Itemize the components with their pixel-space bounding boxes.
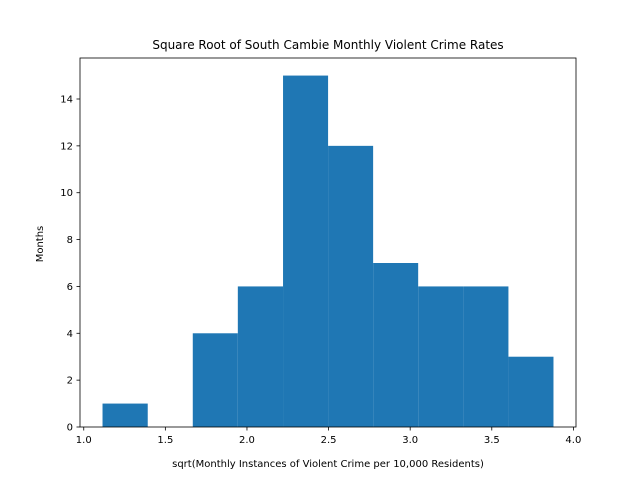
- x-tick-label: 1.0: [76, 435, 92, 446]
- x-tick-label: 3.5: [484, 435, 500, 446]
- plot-frame: [79, 57, 577, 428]
- bars-group: [102, 75, 554, 428]
- x-tick-label: 4.0: [565, 435, 581, 446]
- histogram-bar: [463, 286, 509, 427]
- histogram-bar: [508, 356, 554, 427]
- y-tick-label: 6: [67, 282, 73, 293]
- y-tick-label: 4: [67, 329, 73, 340]
- y-tick-label: 2: [67, 376, 73, 387]
- x-tick-label: 2.5: [321, 435, 337, 446]
- y-tick-label: 8: [67, 235, 73, 246]
- histogram-bar: [328, 145, 374, 427]
- x-axis-ticks: 1.0 1.5 2.0 2.5 3.0 3.5 4.0: [76, 427, 581, 446]
- y-axis-ticks: 0 2 4 6 8 10 12 14: [60, 95, 80, 434]
- histogram-bar: [192, 333, 238, 427]
- x-tick-label: 1.5: [157, 435, 173, 446]
- histogram-bar: [102, 403, 148, 427]
- histogram-bar: [418, 286, 464, 427]
- x-tick-label: 2.0: [239, 435, 255, 446]
- y-tick-label: 14: [60, 95, 73, 106]
- chart-title: Square Root of South Cambie Monthly Viol…: [152, 38, 503, 52]
- x-axis-label: sqrt(Monthly Instances of Violent Crime …: [172, 459, 484, 470]
- y-tick-label: 12: [60, 141, 73, 152]
- y-axis-label: Months: [35, 226, 46, 263]
- y-tick-label: 10: [60, 188, 73, 199]
- histogram-bar: [373, 263, 419, 427]
- histogram-bar: [237, 286, 284, 427]
- histogram-bar: [283, 75, 329, 428]
- x-tick-label: 3.0: [402, 435, 418, 446]
- y-tick-label: 0: [67, 423, 73, 434]
